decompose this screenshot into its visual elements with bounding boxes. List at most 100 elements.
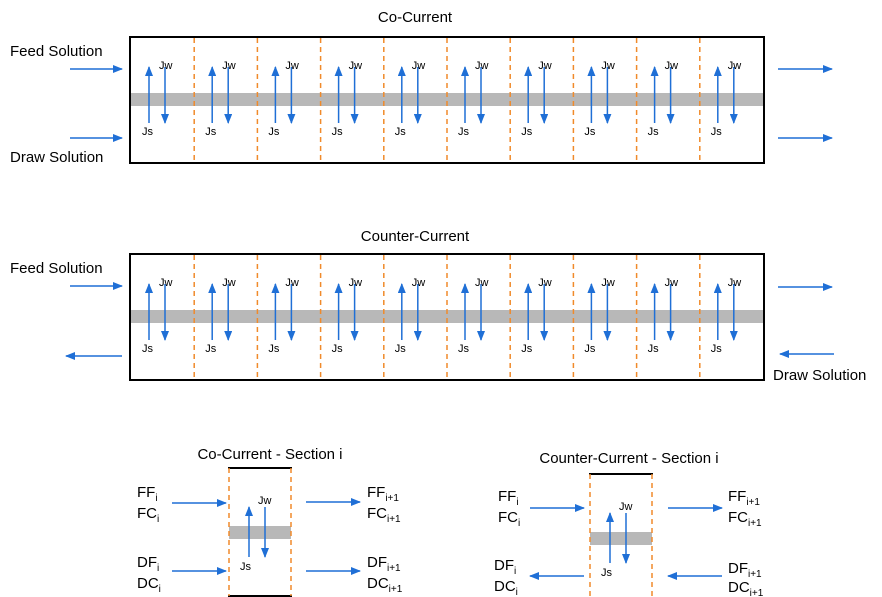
co-section-draw-outlet-label: DFi+1 DCi+1 bbox=[367, 554, 403, 595]
co-current-section-dividers bbox=[193, 38, 701, 162]
co-in-feed-fc: FC bbox=[137, 505, 157, 522]
cc-jw-label: Jw bbox=[601, 277, 615, 289]
cc-jw-label: Jw bbox=[728, 277, 742, 289]
cc-out-feed-fc-sub: i+1 bbox=[748, 518, 762, 529]
cc-in-draw-dc: DC bbox=[728, 579, 750, 596]
cc-in-draw-df: DF bbox=[728, 560, 748, 577]
co-jw-label: Jw bbox=[412, 60, 426, 72]
cc-jw-label: Jw bbox=[349, 277, 363, 289]
co-js-label: Js bbox=[205, 126, 217, 138]
counter-current-section-detail: Counter-Current - Section i Jw Js FFi FC… bbox=[494, 450, 764, 597]
cc-jw-label: Jw bbox=[222, 277, 236, 289]
cc-feed-solution-label: Feed Solution bbox=[10, 260, 103, 277]
cc-js-label: Js bbox=[584, 343, 596, 355]
co-current-flux-arrows: Jw Js Jw Js Jw Js Jw Js Jw Js Jw Js Jw Js Jw Js Jw Js Jw Js bbox=[142, 60, 741, 138]
cc-jw-label: Jw bbox=[538, 277, 552, 289]
cc-section-feed-outlet-label: FFi+1 FCi+1 bbox=[728, 488, 762, 529]
cc-out-feed-ff-sub: i+1 bbox=[746, 497, 760, 508]
cc-out-draw-df-sub: i bbox=[514, 566, 516, 577]
svg-text:DCi: DCi bbox=[137, 575, 161, 595]
co-js-label: Js bbox=[395, 126, 407, 138]
cc-js-label: Js bbox=[458, 343, 470, 355]
cc-in-draw-df-sub: i+1 bbox=[748, 569, 762, 580]
co-in-draw-dc: DC bbox=[137, 575, 159, 592]
counter-current-module: Counter-Current Jw Js Jw Js Jw Js Jw Js Jw Js Jw Js… bbox=[10, 228, 866, 384]
svg-text:FCi: FCi bbox=[137, 505, 159, 525]
co-section-js-label: Js bbox=[240, 561, 252, 573]
svg-text:DFi+1: DFi+1 bbox=[728, 560, 762, 580]
co-js-label: Js bbox=[711, 126, 723, 138]
co-jw-label: Jw bbox=[475, 60, 489, 72]
co-out-feed-ff-sub: i+1 bbox=[385, 493, 399, 504]
cc-in-feed-ff: FF bbox=[498, 488, 516, 505]
co-section-title: Co-Current - Section i bbox=[197, 446, 342, 463]
co-jw-label: Jw bbox=[665, 60, 679, 72]
co-out-draw-df-sub: i+1 bbox=[387, 563, 401, 574]
cc-js-label: Js bbox=[205, 343, 217, 355]
cc-jw-label: Jw bbox=[665, 277, 679, 289]
svg-text:FFi+1: FFi+1 bbox=[367, 484, 399, 504]
co-section-membrane bbox=[229, 526, 291, 539]
co-js-label: Js bbox=[648, 126, 660, 138]
cc-js-label: Js bbox=[395, 343, 407, 355]
cc-section-title: Counter-Current - Section i bbox=[539, 450, 718, 467]
cc-jw-label: Jw bbox=[285, 277, 299, 289]
cc-out-feed-fc: FC bbox=[728, 509, 748, 526]
cc-js-label: Js bbox=[332, 343, 344, 355]
cc-js-label: Js bbox=[648, 343, 660, 355]
svg-text:FCi: FCi bbox=[498, 509, 520, 529]
counter-current-module-box bbox=[129, 253, 765, 381]
co-current-module-box bbox=[129, 36, 765, 164]
co-out-feed-ff: FF bbox=[367, 484, 385, 501]
counter-current-membrane bbox=[131, 310, 763, 323]
cc-section-membrane bbox=[590, 532, 652, 545]
cc-section-draw-outlet-label: DFi DCi bbox=[494, 557, 518, 597]
co-jw-label: Jw bbox=[601, 60, 615, 72]
cc-out-draw-dc-sub: i bbox=[516, 587, 518, 597]
co-jw-label: Jw bbox=[349, 60, 363, 72]
co-section-draw-inlet-label: DFi DCi bbox=[137, 554, 161, 595]
co-jw-label: Jw bbox=[222, 60, 236, 72]
cc-in-feed-fc-sub: i bbox=[518, 518, 520, 529]
co-js-label: Js bbox=[584, 126, 596, 138]
co-out-feed-fc: FC bbox=[367, 505, 387, 522]
co-js-label: Js bbox=[268, 126, 280, 138]
co-in-feed-fc-sub: i bbox=[157, 514, 159, 525]
svg-text:FCi+1: FCi+1 bbox=[367, 505, 401, 525]
cc-in-feed-ff-sub: i bbox=[516, 497, 518, 508]
svg-text:DFi: DFi bbox=[137, 554, 159, 574]
cc-in-draw-dc-sub: i+1 bbox=[750, 588, 764, 597]
cc-js-label: Js bbox=[711, 343, 723, 355]
co-section-feed-inlet-label: FFi FCi bbox=[137, 484, 159, 525]
co-js-label: Js bbox=[458, 126, 470, 138]
co-jw-label: Jw bbox=[285, 60, 299, 72]
co-jw-label: Jw bbox=[159, 60, 173, 72]
cc-out-draw-dc: DC bbox=[494, 578, 516, 595]
svg-text:FFi+1: FFi+1 bbox=[728, 488, 760, 508]
svg-text:FCi+1: FCi+1 bbox=[728, 509, 762, 529]
svg-text:FFi: FFi bbox=[498, 488, 519, 508]
co-in-feed-ff: FF bbox=[137, 484, 155, 501]
co-in-feed-ff-sub: i bbox=[155, 493, 157, 504]
cc-section-js-label: Js bbox=[601, 567, 613, 579]
cc-out-feed-ff: FF bbox=[728, 488, 746, 505]
co-js-label: Js bbox=[142, 126, 154, 138]
co-current-module: Co-Current JwJsJwJsJwJsJwJsJwJsJwJsJwJsJ… bbox=[10, 9, 833, 166]
cc-draw-solution-label: Draw Solution bbox=[773, 367, 866, 384]
co-section-jw-label: Jw bbox=[258, 495, 272, 507]
cc-jw-label: Jw bbox=[159, 277, 173, 289]
co-jw-label: Jw bbox=[728, 60, 742, 72]
cc-jw-label: Jw bbox=[475, 277, 489, 289]
svg-text:DFi+1: DFi+1 bbox=[367, 554, 401, 574]
co-js-label: Js bbox=[521, 126, 533, 138]
co-draw-solution-label: Draw Solution bbox=[10, 149, 103, 166]
co-out-feed-fc-sub: i+1 bbox=[387, 514, 401, 525]
svg-text:FFi: FFi bbox=[137, 484, 158, 504]
cc-section-jw-label: Jw bbox=[619, 501, 633, 513]
svg-text:DFi: DFi bbox=[494, 557, 516, 577]
co-current-membrane bbox=[131, 93, 763, 106]
cc-in-feed-fc: FC bbox=[498, 509, 518, 526]
co-section-feed-outlet-label: FFi+1 FCi+1 bbox=[367, 484, 401, 525]
svg-text:DCi+1: DCi+1 bbox=[728, 579, 764, 597]
